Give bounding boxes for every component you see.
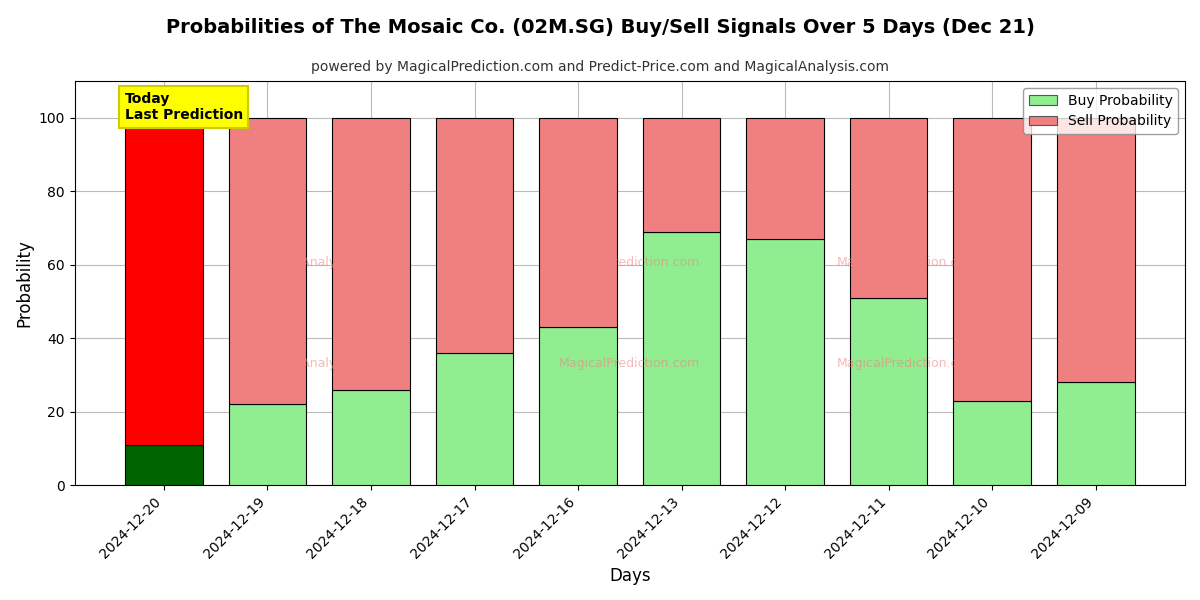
Y-axis label: Probability: Probability [16,239,34,327]
Text: MagicalPrediction.com: MagicalPrediction.com [559,256,701,269]
Bar [332,389,410,485]
Text: MagicalPrediction.com: MagicalPrediction.com [836,256,978,269]
Text: MagicalPrediction.com: MagicalPrediction.com [559,358,701,370]
Legend: Buy Probability, Sell Probability: Buy Probability, Sell Probability [1024,88,1178,134]
Bar [746,118,824,239]
Text: Probabilities of The Mosaic Co. (02M.SG) Buy/Sell Signals Over 5 Days (Dec 21): Probabilities of The Mosaic Co. (02M.SG)… [166,18,1034,37]
Bar [953,401,1031,485]
Text: MagicalPrediction.com: MagicalPrediction.com [836,358,978,370]
Bar [1057,382,1134,485]
Bar [953,118,1031,401]
Bar [332,118,410,389]
Bar [1057,118,1134,382]
Text: powered by MagicalPrediction.com and Predict-Price.com and MagicalAnalysis.com: powered by MagicalPrediction.com and Pre… [311,60,889,74]
Bar [643,118,720,232]
Bar [746,239,824,485]
Bar [643,232,720,485]
Bar [229,118,306,404]
Bar [436,118,514,353]
Text: MagicalAnalysis.com: MagicalAnalysis.com [253,358,384,370]
Bar [229,404,306,485]
Bar [436,353,514,485]
Bar [125,118,203,445]
Bar [539,327,617,485]
Bar [850,118,928,298]
Bar [850,298,928,485]
X-axis label: Days: Days [610,567,650,585]
Text: MagicalAnalysis.com: MagicalAnalysis.com [253,256,384,269]
Bar [539,118,617,327]
Text: Today
Last Prediction: Today Last Prediction [125,92,242,122]
Bar [125,445,203,485]
